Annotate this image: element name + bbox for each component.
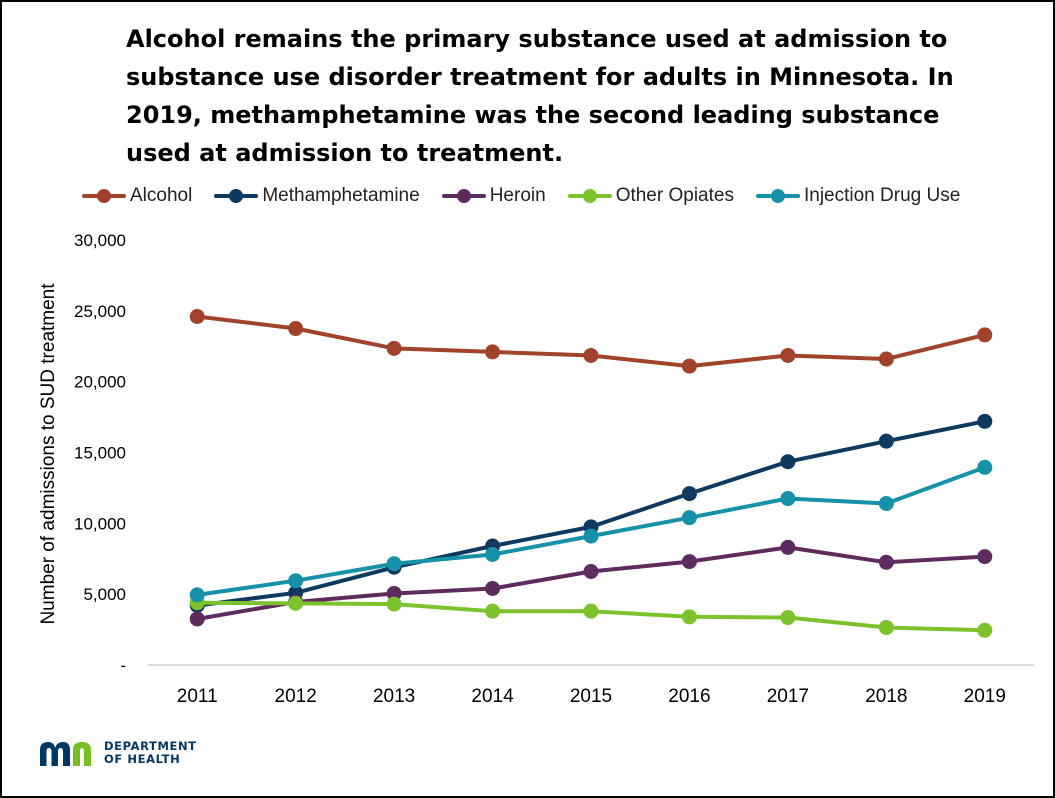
legend-swatch-icon <box>441 189 486 203</box>
x-tick-label: 2018 <box>865 686 907 707</box>
y-tick-label: 25,000 <box>74 302 126 321</box>
y-tick-label: 10,000 <box>74 514 126 533</box>
legend-label: Methamphetamine <box>262 185 420 206</box>
legend-label: Injection Drug Use <box>803 185 961 206</box>
data-point-injection-drug-use <box>878 496 894 511</box>
legend-item-injection-drug-use: Injection Drug Use <box>755 185 961 207</box>
x-tick-label: 2016 <box>668 686 710 707</box>
legend-swatch-icon <box>214 189 259 203</box>
x-tick-label: 2011 <box>177 686 218 707</box>
data-point-alcohol <box>780 347 796 363</box>
x-tick-label: 2013 <box>373 686 415 707</box>
department-name: DEPARTMENT OF HEALTH <box>104 740 197 766</box>
data-point-injection-drug-use <box>780 491 796 507</box>
department-line-1: DEPARTMENT <box>104 739 197 753</box>
x-tick-label: 2015 <box>570 686 612 707</box>
data-point-injection-drug-use <box>485 547 501 562</box>
x-tick-label: 2019 <box>964 686 1006 707</box>
data-point-other-opiates <box>977 622 993 638</box>
data-point-injection-drug-use <box>288 573 304 589</box>
x-tick-label: 2017 <box>767 686 809 707</box>
data-point-injection-drug-use <box>189 587 205 603</box>
data-point-heroin <box>977 549 993 565</box>
chart-legend: Alcohol Methamphetamine Heroin Other Opiate… <box>82 182 982 210</box>
y-tick-label: - <box>120 656 126 675</box>
data-point-other-opiates <box>386 596 402 612</box>
legend-label: Alcohol <box>130 185 193 206</box>
data-point-injection-drug-use <box>386 556 402 572</box>
legend-label: Other Opiates <box>615 185 734 206</box>
data-point-alcohol <box>583 347 599 363</box>
data-point-alcohol <box>878 351 894 367</box>
mdh-logo: DEPARTMENT OF HEALTH <box>38 738 197 768</box>
data-point-injection-drug-use <box>583 528 599 544</box>
y-tick-label: 30,000 <box>74 231 126 250</box>
y-tick-label: 20,000 <box>74 373 126 392</box>
data-point-injection-drug-use <box>977 459 993 475</box>
data-point-alcohol <box>681 358 697 374</box>
data-point-methamphetamine <box>977 413 993 429</box>
legend-swatch-icon <box>567 189 612 203</box>
data-point-other-opiates <box>288 595 304 611</box>
data-point-other-opiates <box>583 603 599 619</box>
data-point-heroin <box>878 554 894 570</box>
data-point-heroin <box>386 585 402 601</box>
y-tick-label: 15,000 <box>74 444 126 463</box>
legend-swatch-icon <box>755 189 800 203</box>
y-tick-label: 5,000 <box>83 585 126 604</box>
data-point-injection-drug-use <box>681 510 697 526</box>
legend-label: Heroin <box>489 185 546 206</box>
legend-swatch-icon <box>82 189 126 203</box>
data-point-heroin <box>485 581 501 596</box>
department-line-2: OF HEALTH <box>104 752 181 766</box>
data-point-heroin <box>583 564 599 579</box>
data-point-heroin <box>681 554 697 570</box>
data-point-methamphetamine <box>878 433 894 449</box>
data-point-other-opiates <box>878 619 894 635</box>
data-point-other-opiates <box>485 603 501 619</box>
data-point-heroin <box>189 611 205 627</box>
data-point-heroin <box>780 539 796 555</box>
mn-logo-icon <box>40 742 91 766</box>
x-tick-label: 2012 <box>275 686 317 707</box>
data-point-alcohol <box>386 340 402 356</box>
data-point-other-opiates <box>681 609 697 625</box>
data-point-alcohol <box>288 321 304 337</box>
legend-item-methamphetamine: Methamphetamine <box>214 185 420 207</box>
legend-item-alcohol: Alcohol <box>82 185 192 207</box>
x-tick-label: 2014 <box>471 686 514 707</box>
data-point-alcohol <box>189 309 205 324</box>
data-point-methamphetamine <box>780 454 796 470</box>
data-point-alcohol <box>977 327 993 343</box>
chart-title: Alcohol remains the primary substance us… <box>126 25 954 167</box>
legend-item-heroin: Heroin <box>441 185 546 207</box>
data-point-alcohol <box>485 344 501 360</box>
legend-item-other-opiates: Other Opiates <box>567 185 734 207</box>
data-point-other-opiates <box>780 610 796 626</box>
data-point-methamphetamine <box>681 486 697 502</box>
